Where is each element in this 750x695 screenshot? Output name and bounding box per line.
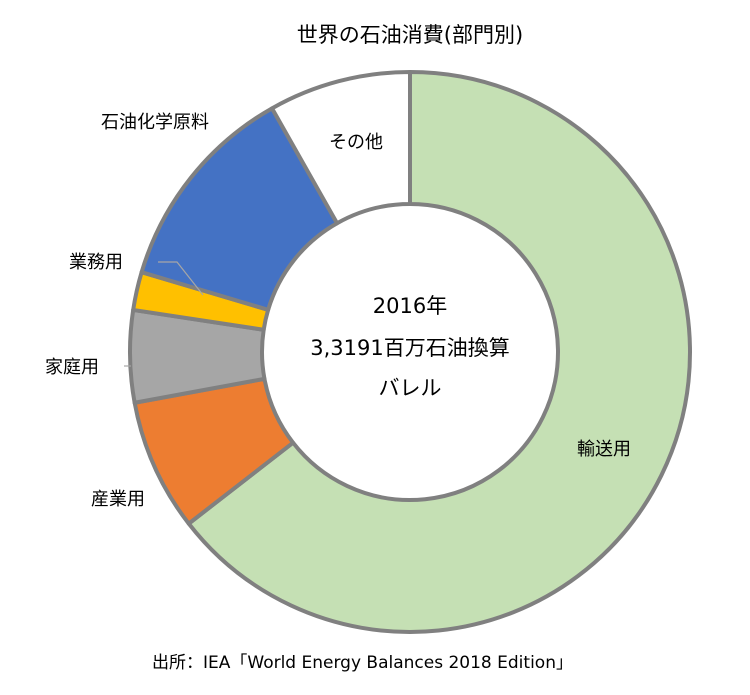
- center-label-amount: 3,3191百万石油換算: [310, 336, 509, 360]
- center-label: 2016年 3,3191百万石油換算 バレル: [310, 294, 509, 400]
- leader-lines: [124, 261, 204, 367]
- slice-label-sekiyukagaku: 石油化学原料: [101, 112, 209, 133]
- donut-slices: [128, 70, 692, 634]
- slice-label-sangyo: 産業用: [91, 489, 145, 510]
- donut-slice-5: [270, 70, 412, 226]
- source-note: 出所：IEA「World Energy Balances 2018 Editio…: [152, 653, 573, 673]
- slice-labels: 輸送用 産業用 家庭用 業務用 石油化学原料 その他: [45, 112, 631, 510]
- slice-label-gyomu: 業務用: [69, 252, 123, 273]
- donut-slice-0: [186, 70, 692, 634]
- slice-label-sonota: その他: [329, 132, 383, 153]
- leader-line-gyomu: [158, 261, 204, 296]
- center-label-year: 2016年: [373, 294, 447, 318]
- slice-label-katei: 家庭用: [45, 357, 99, 378]
- center-label-unit: バレル: [379, 376, 442, 400]
- slice-label-yuso: 輸送用: [577, 439, 631, 460]
- chart-title: 世界の石油消費(部門別): [297, 23, 523, 47]
